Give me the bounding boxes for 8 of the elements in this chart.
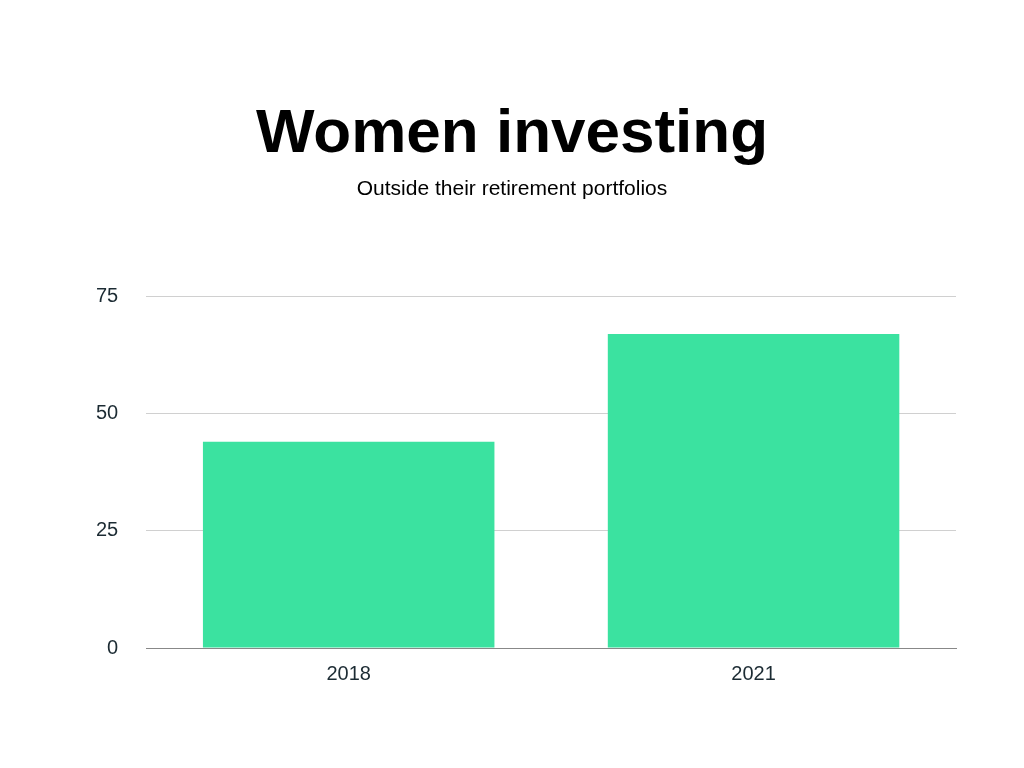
chart-subtitle: Outside their retirement portfolios	[356, 175, 668, 199]
y-tick-label: 0	[107, 635, 119, 658]
y-tick-label: 25	[96, 518, 119, 541]
y-tick-label: 50	[96, 401, 119, 424]
x-tick-label: 2018	[326, 661, 371, 684]
x-tick-label: 2021	[731, 661, 776, 684]
chart-title: Women investing	[255, 96, 769, 166]
y-tick-label: 75	[96, 284, 119, 307]
